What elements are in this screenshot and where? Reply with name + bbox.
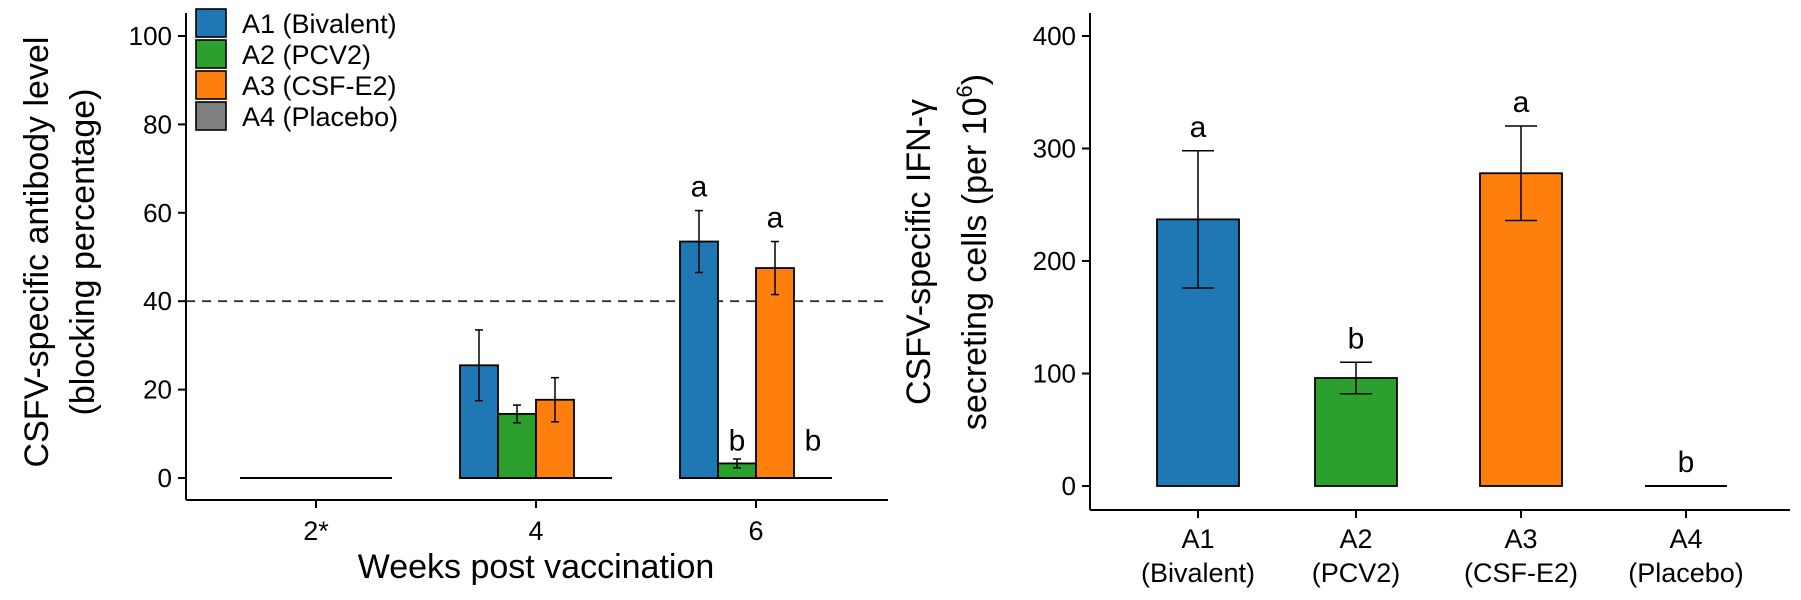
y-axis-title-line-1: CSFV-specific antibody level xyxy=(18,37,56,468)
significance-letter: b xyxy=(729,424,746,457)
legend-label: A3 (CSF-E2) xyxy=(242,71,397,101)
y-axis-title: CSFV-specific antibody level (blocking pe… xyxy=(18,37,102,468)
y-tick-label: 400 xyxy=(1033,21,1076,51)
significance-letter: a xyxy=(1513,86,1530,119)
x-tick-label-line-1: A4 xyxy=(1669,524,1702,554)
significance-letter: a xyxy=(1190,111,1207,144)
x-tick-label-line-2: (Placebo) xyxy=(1628,558,1744,588)
x-tick-label-line-2: (CSF-E2) xyxy=(1464,558,1578,588)
y-axis-title-line-2: (blocking percentage) xyxy=(64,89,102,416)
x-tick-label: 6 xyxy=(748,516,763,546)
legend-swatch xyxy=(195,101,227,131)
bar xyxy=(497,413,537,479)
y-axis-title-superscript: 6 xyxy=(952,85,977,97)
bar xyxy=(1479,172,1563,487)
significance-letter: a xyxy=(767,202,784,235)
y-axis-title-close: ) xyxy=(956,74,994,85)
x-tick-label-line-2: (Bivalent) xyxy=(1141,558,1255,588)
y-tick-label: 100 xyxy=(1033,359,1076,389)
y-axis-title: CSFV-specific IFN-γ secreting cells (per … xyxy=(900,74,994,430)
y-tick-label: 300 xyxy=(1033,134,1076,164)
x-tick-label: 2* xyxy=(303,516,329,546)
y-tick-label: 100 xyxy=(129,21,172,51)
y-axis-title-line-2: secreting cells (per 10 xyxy=(956,97,994,430)
significance-letter: b xyxy=(1348,322,1365,355)
legend-label: A2 (PCV2) xyxy=(242,40,371,70)
right-chart-panel: 0 100 200 300 400 a A1 (Bivalent) b A2 (PCV2) a A3 (C… xyxy=(900,13,1790,588)
y-axis-title-line-1: CSFV-specific IFN-γ xyxy=(900,99,938,405)
significance-letter: b xyxy=(1678,446,1695,479)
x-axis-title: Weeks post vaccination xyxy=(358,548,715,586)
y-tick-label: 20 xyxy=(143,375,172,405)
y-tick-label: 0 xyxy=(1062,471,1076,501)
significance-letter: b xyxy=(805,424,822,457)
legend-label: A4 (Placebo) xyxy=(242,102,398,132)
y-tick-label: 0 xyxy=(158,463,172,493)
significance-letter: a xyxy=(691,171,708,204)
x-tick-label-line-2: (PCV2) xyxy=(1312,558,1401,588)
x-tick-label: 4 xyxy=(528,516,543,546)
y-tick-label: 80 xyxy=(143,109,172,139)
y-tick-label: 60 xyxy=(143,198,172,228)
y-tick-label: 200 xyxy=(1033,246,1076,276)
bar xyxy=(1314,377,1398,487)
x-tick-label-line-1: A2 xyxy=(1339,524,1372,554)
legend-swatch xyxy=(195,39,227,69)
y-tick-label: 40 xyxy=(143,286,172,316)
legend-swatch xyxy=(195,8,227,38)
legend-label: A1 (Bivalent) xyxy=(242,9,397,39)
bar xyxy=(679,240,719,479)
bar xyxy=(755,267,795,479)
x-tick-label-line-1: A3 xyxy=(1504,524,1537,554)
left-chart-panel: 0 20 40 60 80 100 2* 4 6 a b a b Weeks post vaccinati… xyxy=(18,8,888,586)
x-tick-label-line-1: A1 xyxy=(1181,524,1214,554)
legend-swatch xyxy=(195,70,227,100)
